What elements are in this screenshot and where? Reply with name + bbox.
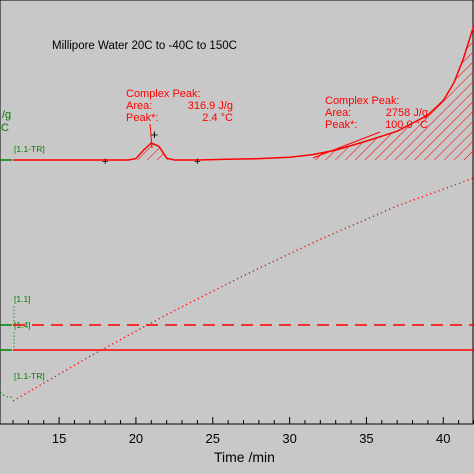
series-dsc-curve xyxy=(13,24,474,161)
x-tick-label: 30 xyxy=(282,431,296,446)
x-tick-label: 15 xyxy=(52,431,66,446)
annotation-1-peak-value: 2.4 °C xyxy=(202,112,233,124)
left-axis-unit-bottom: C xyxy=(1,122,9,134)
annotation-2-peak-label: Peak*: xyxy=(325,119,357,131)
chart-title: Millipore Water 20C to -40C to 150C xyxy=(52,40,237,52)
annotation-1-leader xyxy=(149,123,153,149)
annotation-1-peak-label: Peak*: xyxy=(126,112,158,124)
x-axis: 15 20 25 30 35 40 xyxy=(12,417,474,446)
leader-tag-connector-temp xyxy=(0,391,15,398)
integration-limit-marker: + xyxy=(102,156,108,168)
annotation-2-leader xyxy=(312,131,381,159)
annotation-1-area-label: Area: xyxy=(126,100,152,112)
x-tick-label: 25 xyxy=(206,431,220,446)
peak-marker: + xyxy=(151,127,159,142)
integration-limit-marker: + xyxy=(194,156,200,168)
x-axis-label: Time /min xyxy=(214,449,275,465)
x-tick-label: 20 xyxy=(129,431,143,446)
annotation-1-heading: Complex Peak: xyxy=(126,88,201,100)
left-axis-unit-top: /g xyxy=(2,109,11,121)
curve-tag-a: [1.1] xyxy=(14,294,31,304)
annotation-peak-1: Complex Peak: Area: 316.9 J/g Peak*: 2.4… xyxy=(126,88,233,124)
annotation-2-area-value: 2758 J/g xyxy=(386,107,428,119)
peak-area-2 xyxy=(312,25,474,160)
series-temperature-curve xyxy=(12,177,474,402)
annotation-peak-2: Complex Peak: Area: 2758 J/g Peak*: 100.… xyxy=(325,95,428,131)
plot-frame xyxy=(0,0,474,425)
x-tick-label: 40 xyxy=(436,431,450,446)
annotation-2-peak-value: 100.0 °C xyxy=(385,119,428,131)
peak-area-1 xyxy=(131,142,175,160)
curve-tag-temp: [1.1-TR] xyxy=(14,371,45,381)
annotation-2-area-label: Area: xyxy=(325,107,351,119)
x-tick-label: 35 xyxy=(359,431,373,446)
annotation-2-heading: Complex Peak: xyxy=(325,95,400,107)
curve-tag-dsc: [1.1-TR] xyxy=(14,144,45,154)
annotation-1-area-value: 316.9 J/g xyxy=(188,100,233,112)
